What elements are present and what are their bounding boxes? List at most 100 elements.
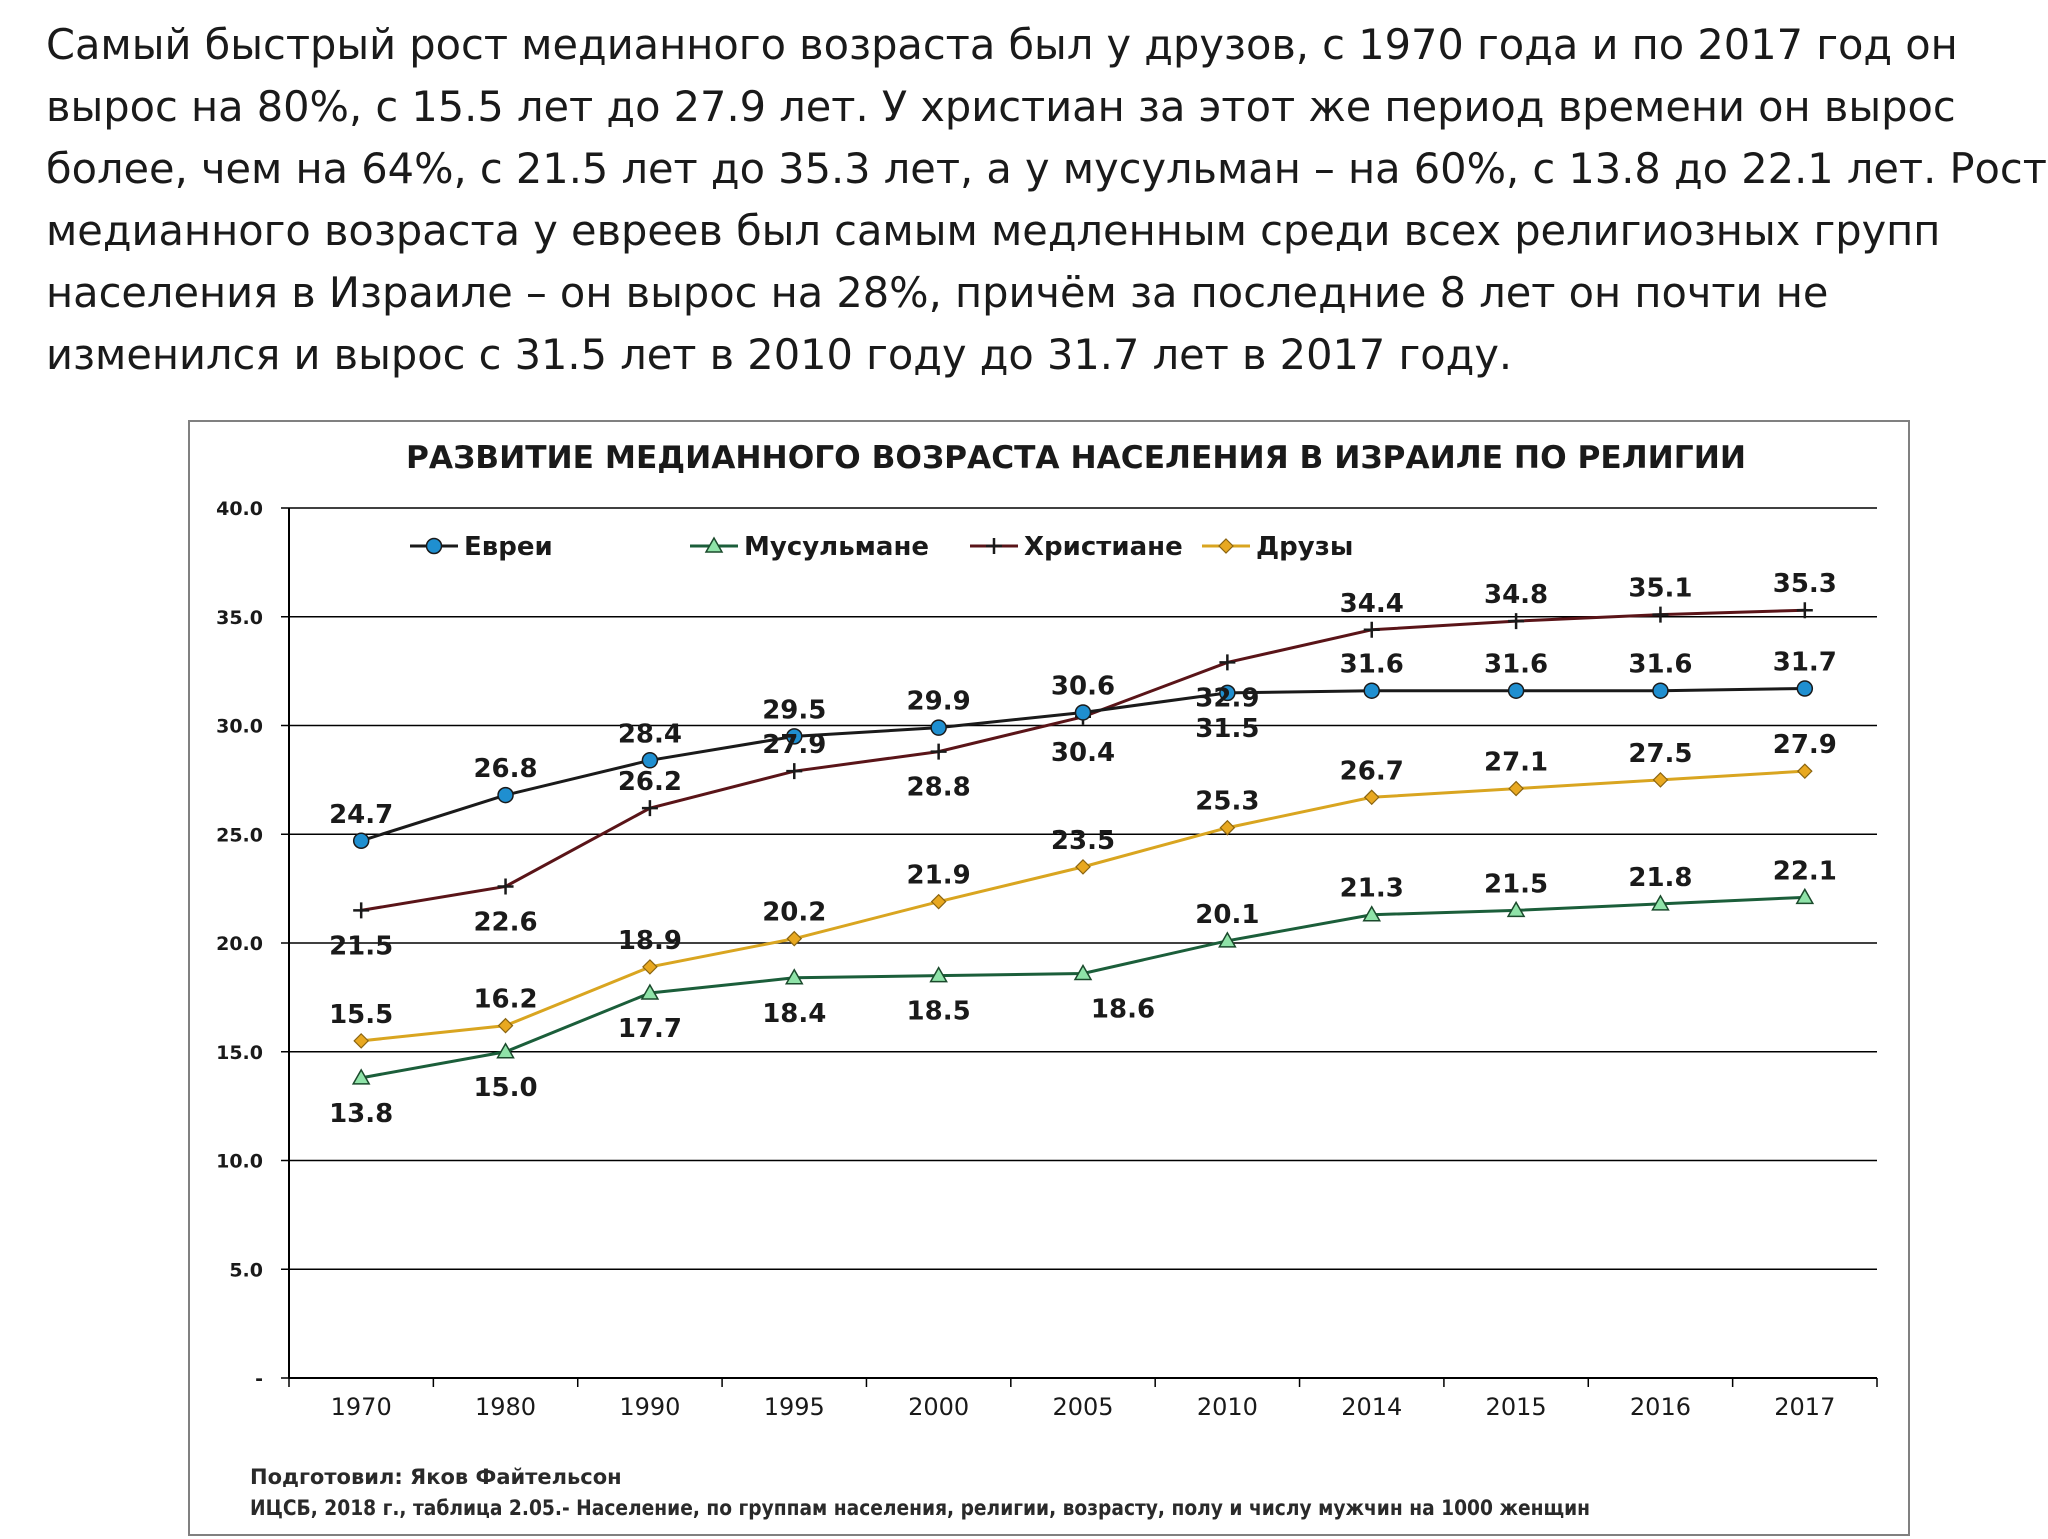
data-label: 34.4: [1340, 589, 1404, 619]
data-point: [1073, 963, 1093, 981]
data-label: 18.5: [907, 997, 971, 1027]
x-tick-label: 2005: [1052, 1393, 1113, 1421]
data-label: 18.6: [1091, 994, 1155, 1024]
chart-frame: РАЗВИТИЕ МЕДИАННОГО ВОЗРАСТА НАСЕЛЕНИЯ В…: [188, 420, 1910, 1536]
x-tick-label: 2010: [1197, 1393, 1258, 1421]
x-tick-label: 1970: [331, 1393, 392, 1421]
data-label: 20.2: [762, 898, 826, 928]
data-point: [351, 1068, 371, 1085]
x-tick-label: 2000: [908, 1393, 969, 1421]
x-tick-label: 2017: [1774, 1393, 1835, 1421]
y-tick-label: 20.0: [216, 933, 263, 955]
data-point: [1363, 682, 1380, 699]
x-tick-label: 1990: [619, 1393, 680, 1421]
chart-source: ИЦСБ, 2018 г., таблица 2.05.- Население,…: [250, 1496, 1590, 1520]
data-label: 28.8: [907, 773, 971, 803]
data-point: [496, 1042, 515, 1059]
legend-marker: [1218, 538, 1234, 554]
x-tick-label: 1980: [475, 1393, 536, 1421]
data-labels: 24.7 26.8 28.4 29.5 29.9 30.6 31.5 31.6 31.6 31.6…: [329, 569, 1837, 1129]
data-label: 26.2: [618, 767, 682, 797]
data-point: [786, 763, 803, 780]
legend-marker: [986, 538, 1002, 554]
data-label: 30.6: [1051, 671, 1115, 701]
x-tick-label: 2015: [1486, 1393, 1547, 1421]
intro-line: медианного возраста у евреев был самым м…: [46, 206, 1941, 255]
data-label: 17.7: [618, 1014, 682, 1044]
data-point: [1652, 682, 1669, 699]
data-point: [1363, 789, 1380, 806]
legend: Евреи Мусульмане Христиане Друзы: [410, 532, 1353, 562]
data-label: 31.6: [1628, 650, 1692, 680]
line-chart: РАЗВИТИЕ МЕДИАННОГО ВОЗРАСТА НАСЕЛЕНИЯ В…: [216, 440, 1878, 1520]
data-label: 31.5: [1195, 714, 1259, 744]
data-point: [1219, 684, 1236, 702]
data-point: [786, 930, 803, 947]
data-point: [1796, 680, 1814, 697]
data-label: 27.5: [1628, 739, 1692, 769]
legend-marker: [704, 536, 724, 553]
data-label: 15.5: [329, 1000, 393, 1030]
data-label: 21.5: [329, 931, 393, 961]
data-label: 32.9: [1195, 683, 1259, 713]
data-point: [642, 959, 658, 975]
data-point: [640, 983, 660, 1000]
intro-line: изменился и вырос с 31.5 лет в 2010 году…: [46, 330, 1513, 379]
series-line: [360, 895, 1805, 1080]
data-label: 27.1: [1484, 748, 1548, 778]
data-label: 35.3: [1773, 569, 1837, 599]
intro-text: Самый быстрый рост медианного возраста б…: [46, 14, 2047, 386]
legend-label: Христиане: [1024, 532, 1183, 562]
legend-label: Мусульмане: [744, 532, 929, 562]
y-tick-label: -: [255, 1368, 263, 1390]
data-point: [929, 966, 948, 983]
intro-line: населения в Израиле – он вырос на 28%, п…: [46, 268, 1829, 317]
data-point: [1218, 931, 1237, 948]
data-point: [930, 743, 947, 760]
data-label: 29.9: [907, 687, 971, 717]
data-point: [1507, 682, 1525, 699]
data-point: [353, 1033, 370, 1049]
data-point: [641, 752, 659, 769]
data-label: 15.0: [473, 1073, 537, 1103]
data-point: [1652, 606, 1669, 623]
data-point: [1795, 887, 1815, 905]
data-label: 22.6: [473, 907, 537, 937]
y-tick-label: 40.0: [216, 498, 263, 520]
data-label: 20.1: [1195, 900, 1259, 930]
data-label: 21.3: [1340, 874, 1404, 904]
grid: - 5.0 10.0 15.0 20.0 25.0 30.0 35.0 40.0 1970 1980…: [216, 498, 1878, 1421]
data-label: 27.9: [762, 730, 826, 760]
chart-title: РАЗВИТИЕ МЕДИАННОГО ВОЗРАСТА НАСЕЛЕНИЯ В…: [406, 440, 1746, 476]
data-label: 21.8: [1628, 863, 1692, 893]
data-label: 16.2: [473, 985, 537, 1015]
chart-credit: Подготовил: Яков Файтельсон: [250, 1465, 622, 1489]
data-point: [1363, 621, 1380, 638]
data-point: [1074, 704, 1092, 721]
data-label: 22.1: [1773, 856, 1837, 886]
y-tick-label: 30.0: [216, 716, 263, 738]
y-tick-label: 15.0: [216, 1042, 263, 1064]
y-tick-label: 35.0: [216, 607, 263, 629]
data-point: [641, 800, 658, 817]
data-point: [353, 902, 370, 919]
data-label: 27.9: [1773, 730, 1837, 760]
y-tick-label: 5.0: [229, 1259, 263, 1281]
data-label: 31.7: [1773, 648, 1837, 678]
data-point: [1219, 819, 1236, 836]
x-tick-label: 2014: [1341, 1393, 1402, 1421]
data-label: 29.5: [762, 695, 826, 725]
data-point: [1796, 763, 1813, 780]
data-point: [497, 786, 514, 804]
data-label: 18.9: [618, 926, 682, 956]
legend-label: Евреи: [464, 532, 553, 562]
legend-label: Друзы: [1256, 532, 1353, 562]
intro-line: Самый быстрый рост медианного возраста б…: [46, 20, 1958, 69]
data-point: [352, 832, 370, 850]
data-label: 13.8: [329, 1099, 393, 1129]
data-point: [1506, 900, 1526, 918]
data-point: [1796, 602, 1813, 619]
x-tick-label: 1995: [764, 1393, 825, 1421]
data-label: 26.7: [1340, 756, 1404, 786]
data-point: [784, 968, 804, 985]
